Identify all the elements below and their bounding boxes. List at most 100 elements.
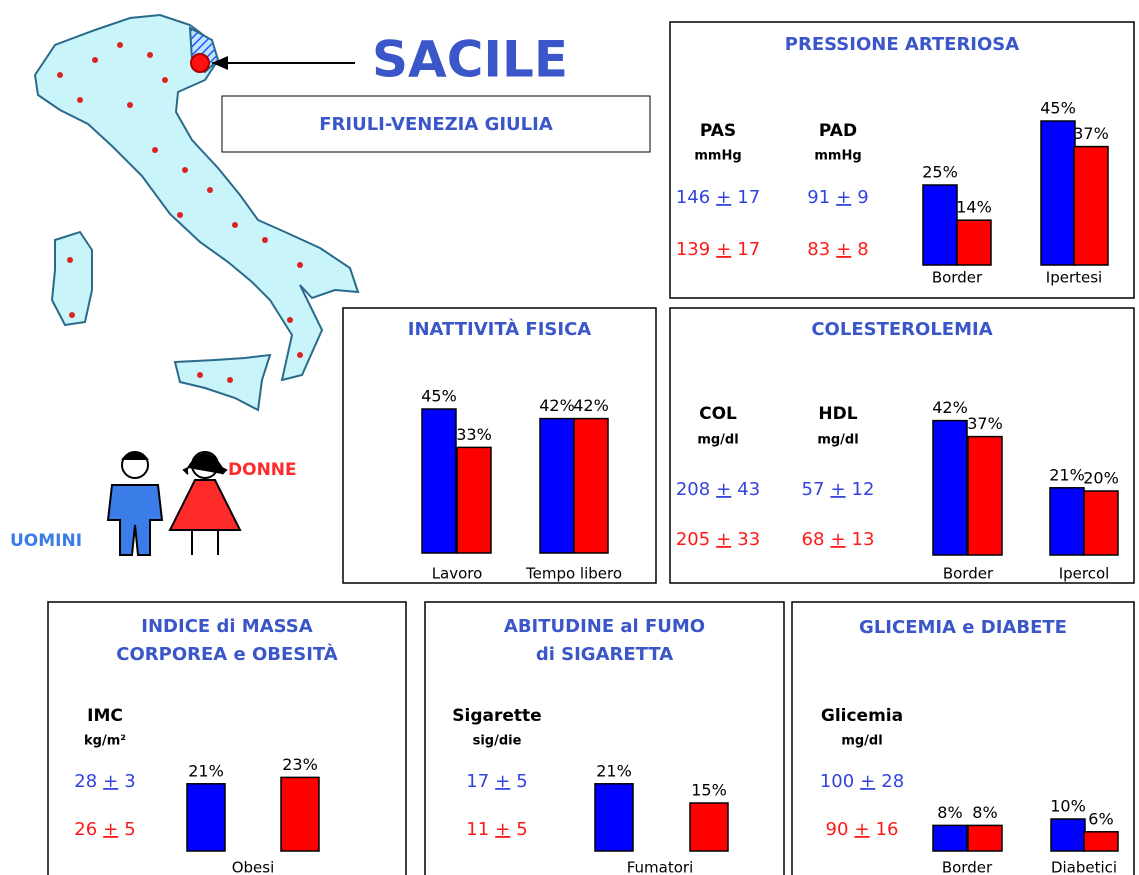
- category-label: Border: [942, 859, 993, 875]
- plus-minus: +: [495, 771, 510, 792]
- category-label: Diabetici: [1051, 859, 1117, 875]
- plus-minus: +: [716, 187, 731, 208]
- value-label: 37%: [1073, 124, 1109, 143]
- bar: [1040, 120, 1076, 266]
- bar: [594, 783, 634, 852]
- legend-women: DONNE: [228, 460, 297, 480]
- plus-minus: +: [860, 771, 875, 792]
- mean: 91: [807, 187, 830, 208]
- bar: [280, 776, 320, 852]
- stat-value: 139 +17: [676, 239, 760, 260]
- bar: [967, 824, 1003, 852]
- category-label: Obesi: [232, 859, 275, 875]
- sd: 5: [516, 819, 527, 840]
- legend-men: UOMINI: [10, 531, 82, 551]
- sd: 43: [737, 479, 760, 500]
- sd: 28: [881, 771, 904, 792]
- value-label: 21%: [188, 761, 224, 780]
- mean: 100: [820, 771, 854, 792]
- category-label: Ipertesi: [1046, 269, 1102, 287]
- plus-minus: +: [836, 239, 851, 260]
- plus-minus: +: [830, 479, 845, 500]
- sd: 12: [852, 479, 875, 500]
- sd: 8: [857, 239, 868, 260]
- category-label: Fumatori: [627, 859, 694, 875]
- mean: 208: [676, 479, 710, 500]
- value-label: 42%: [539, 396, 575, 415]
- stat-value: 28 +3: [74, 771, 135, 792]
- stat-name: PAD: [819, 121, 857, 141]
- value-label: 10%: [1050, 797, 1086, 816]
- stat-unit: mmHg: [814, 149, 861, 164]
- plus-minus: +: [103, 771, 118, 792]
- panel-box: [47, 601, 407, 875]
- sd: 17: [737, 187, 760, 208]
- mean: 68: [802, 529, 825, 550]
- sacile-dot: [190, 53, 210, 73]
- stat-value: 68 +13: [802, 529, 875, 550]
- bar: [456, 446, 492, 554]
- plus-minus: +: [836, 187, 851, 208]
- mean: 90: [826, 819, 849, 840]
- sardinia: [50, 230, 93, 327]
- panel-box: [342, 307, 657, 584]
- bar: [539, 417, 575, 554]
- panel-box: [791, 601, 1135, 875]
- map-dots: [57, 42, 303, 383]
- panel-title: di SIGARETTA: [536, 644, 673, 665]
- plus-minus: +: [830, 529, 845, 550]
- stat-value: 91 +9: [807, 187, 868, 208]
- sd: 33: [737, 529, 760, 550]
- bar: [1049, 487, 1085, 556]
- sd: 17: [737, 239, 760, 260]
- sd: 3: [124, 771, 135, 792]
- bar: [186, 783, 226, 852]
- value-label: 25%: [922, 163, 958, 182]
- value-label: 45%: [1040, 99, 1076, 118]
- value-label: 21%: [596, 761, 632, 780]
- bar: [932, 824, 968, 852]
- stat-unit: sig/die: [473, 734, 522, 749]
- sd: 5: [124, 819, 135, 840]
- arrow-head: [212, 56, 228, 70]
- mean: 83: [807, 239, 830, 260]
- category-label: Lavoro: [432, 565, 483, 583]
- value-label: 15%: [691, 781, 727, 800]
- panel-title: INDICE di MASSA: [141, 616, 312, 637]
- category-label: Border: [932, 269, 983, 287]
- panel-title: GLICEMIA e DIABETE: [859, 617, 1067, 638]
- bar: [1083, 490, 1119, 556]
- mean: 205: [676, 529, 710, 550]
- panel-box: [669, 307, 1135, 584]
- stat-value: 17 +5: [466, 771, 527, 792]
- category-label: Tempo libero: [525, 565, 622, 583]
- panel-title: CORPOREA e OBESITÀ: [116, 643, 338, 665]
- bar: [421, 408, 457, 554]
- value-label: 42%: [932, 398, 968, 417]
- panel-title: COLESTEROLEMIA: [811, 319, 992, 340]
- mean: 26: [74, 819, 97, 840]
- panel-title: INATTIVITÀ FISICA: [408, 318, 592, 340]
- value-label: 45%: [421, 387, 457, 406]
- stat-value: 11 +5: [466, 819, 527, 840]
- bar: [932, 419, 968, 556]
- sd: 13: [852, 529, 875, 550]
- panel-box: [669, 21, 1135, 299]
- stat-unit: mg/dl: [697, 433, 738, 448]
- stat-value: 208 +43: [676, 479, 760, 500]
- plus-minus: +: [716, 479, 731, 500]
- value-label: 14%: [956, 198, 992, 217]
- bar: [573, 417, 609, 554]
- mean: 146: [676, 187, 710, 208]
- stat-value: 26 +5: [74, 819, 135, 840]
- stat-value: 83 +8: [807, 239, 868, 260]
- plus-minus: +: [103, 819, 118, 840]
- stat-name: Glicemia: [821, 706, 903, 726]
- sd: 9: [857, 187, 868, 208]
- stat-unit: mg/dl: [841, 734, 882, 749]
- stat-value: 100 +28: [820, 771, 904, 792]
- category-label: Border: [943, 565, 994, 583]
- stat-value: 146 +17: [676, 187, 760, 208]
